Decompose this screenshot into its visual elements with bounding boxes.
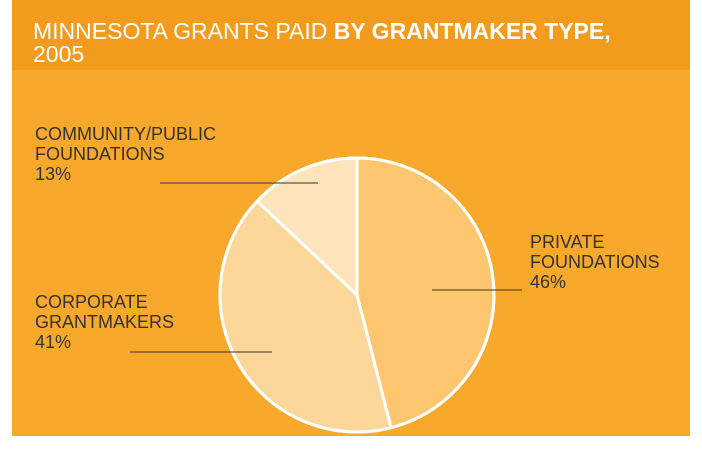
title-band [12, 0, 690, 70]
slice-label: CORPORATE GRANTMAKERS 41% [35, 292, 210, 352]
slice-label: PRIVATE FOUNDATIONS 46% [530, 232, 702, 292]
chart-title-bold: BY GRANTMAKER TYPE, [333, 18, 611, 44]
value-label: 46% [530, 272, 567, 292]
slice-label: COMMUNITY/PUBLIC FOUNDATIONS 13% [35, 124, 217, 184]
title-block: MINNESOTA GRANTS PAID BY GRANTMAKER TYPE… [33, 20, 611, 66]
value-label: 41% [35, 332, 72, 352]
category-label: CORPORATE GRANTMAKERS [35, 292, 175, 332]
value-label: 13% [35, 164, 72, 184]
chart-subtitle: 2005 [33, 41, 85, 67]
category-label: PRIVATE FOUNDATIONS [530, 232, 660, 272]
category-label: COMMUNITY/PUBLIC FOUNDATIONS [35, 124, 217, 164]
chart-title: MINNESOTA GRANTS PAID [33, 18, 328, 44]
pie-outline [218, 156, 496, 434]
